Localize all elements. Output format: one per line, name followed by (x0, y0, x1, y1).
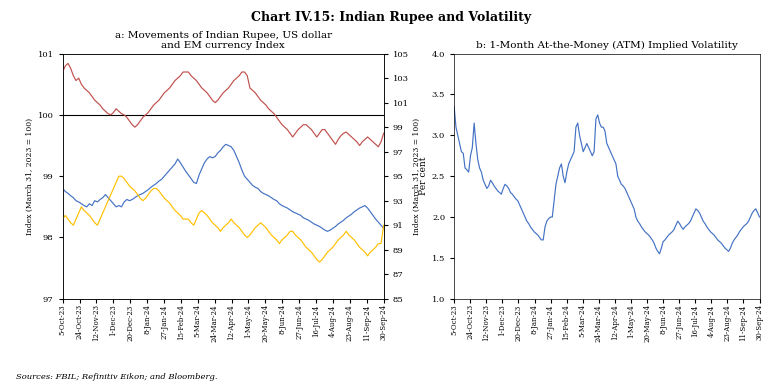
Text: Sources: FBIL; Refinitiv Eikon; and Bloomberg.: Sources: FBIL; Refinitiv Eikon; and Bloo… (16, 373, 217, 381)
Y-axis label: Index (March 31, 2023 = 100): Index (March 31, 2023 = 100) (413, 118, 421, 235)
Title: b: 1-Month At-the-Money (ATM) Implied Volatility: b: 1-Month At-the-Money (ATM) Implied Vo… (476, 41, 738, 50)
Title: a: Movements of Indian Rupee, US dollar
and EM currency Index: a: Movements of Indian Rupee, US dollar … (114, 31, 332, 50)
Y-axis label: Per cent: Per cent (419, 157, 428, 195)
Y-axis label: Index (March 31, 2023 = 100): Index (March 31, 2023 = 100) (25, 118, 34, 235)
Text: Chart IV.15: Indian Rupee and Volatility: Chart IV.15: Indian Rupee and Volatility (251, 11, 532, 25)
